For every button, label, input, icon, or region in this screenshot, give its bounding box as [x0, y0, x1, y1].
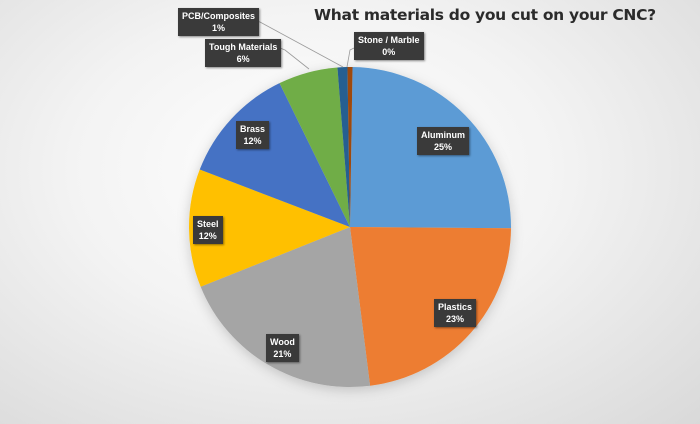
leader-line-tough [279, 47, 310, 70]
label-name: Steel [197, 219, 219, 229]
data-label-wood: Wood 21% [266, 334, 299, 362]
label-name: PCB/Composites [182, 11, 256, 21]
label-value: 25% [433, 142, 452, 152]
data-label-brass: Brass 12% [236, 121, 270, 149]
pie-slice-tough-materials [279, 67, 350, 228]
data-label-steel: Steel 12% [193, 216, 223, 244]
data-label-pcb-composites: PCB/Composites 1% [178, 8, 260, 36]
pie-slice-stone-marble [347, 67, 353, 227]
label-value: 23% [446, 314, 465, 324]
pie-slice-plastics [350, 227, 511, 386]
label-name: Plastics [438, 302, 473, 312]
data-label-tough-materials: Tough Materials 6% [205, 39, 282, 67]
label-name: Brass [240, 124, 266, 134]
data-label-stone-marble: Stone / Marble 0% [354, 32, 424, 60]
pie-slice-pcb-composites [337, 67, 350, 228]
pie-slice-steel [188, 169, 350, 287]
pie-slice-wood [200, 227, 371, 387]
pie-slices [188, 67, 512, 387]
label-name: Wood [270, 337, 295, 347]
label-value: 1% [212, 23, 226, 33]
chart-title: What materials do you cut on your CNC? [314, 6, 656, 24]
label-value: 21% [273, 349, 292, 359]
label-value: 12% [198, 231, 217, 241]
label-name: Stone / Marble [358, 35, 420, 45]
label-value: 12% [243, 136, 262, 146]
label-name: Tough Materials [209, 42, 278, 52]
label-value: 0% [382, 47, 396, 57]
label-value: 6% [236, 54, 250, 64]
data-label-plastics: Plastics 23% [434, 299, 477, 327]
pie-slice-brass [199, 83, 350, 227]
data-label-aluminum: Aluminum 25% [417, 127, 469, 155]
leader-line-stone [346, 47, 355, 68]
label-name: Aluminum [421, 130, 465, 140]
